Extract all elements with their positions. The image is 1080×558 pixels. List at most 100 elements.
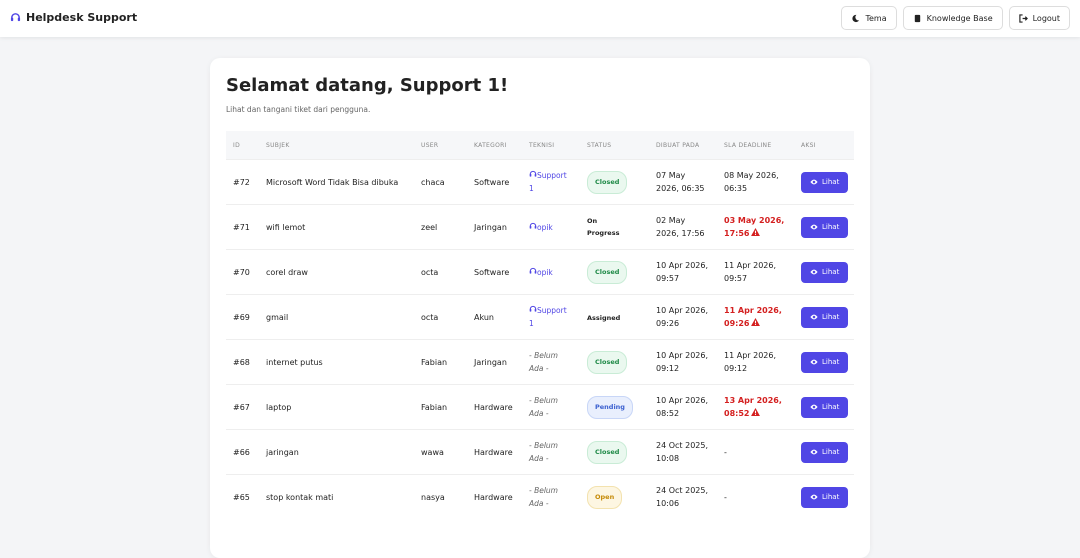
ticket-id: #66 [226, 429, 259, 475]
ticket-action: Lihat [794, 474, 854, 519]
ticket-created: 10 Apr 2026, 09:12 [649, 339, 717, 385]
technician-none: - Belum Ada - [529, 486, 558, 508]
ticket-status: Pending [580, 384, 649, 430]
ticket-deadline: - [717, 429, 794, 475]
icon [810, 268, 818, 276]
ticket-row: #68 internet putus Fabian Jaringan - Belum A… [226, 339, 854, 385]
ticket-deadline: - [717, 474, 794, 519]
ticket-technician: - Belum Ada - [522, 429, 580, 475]
ticket-subject: internet putus [259, 339, 414, 385]
card-subtitle: Lihat dan tangani tiket dari pengguna. [226, 105, 371, 114]
status-badge: On Progress [587, 217, 620, 237]
icon [529, 170, 537, 178]
status-badge: Assigned [587, 313, 621, 322]
ticket-id: #65 [226, 474, 259, 519]
view-button[interactable]: Lihat [801, 306, 849, 328]
ticket-technician: - Belum Ada - [522, 384, 580, 430]
view-button[interactable]: Lihat [801, 396, 849, 418]
ticket-row: #67 laptop Fabian Hardware - Belum Ada - Pend… [226, 384, 854, 430]
icon [810, 178, 818, 186]
ticket-user: wawa [414, 429, 467, 475]
nav: Tema Knowledge Base Logout [841, 6, 1070, 30]
column-header: SUBJEK [259, 131, 414, 160]
ticket-row: #70 corel draw octa Software opik Closed 10 Ap… [226, 249, 854, 295]
column-header: TEKNISI [522, 131, 580, 160]
technician-name: Support 1 [529, 306, 567, 328]
ticket-status: Open [580, 474, 649, 519]
nav-button[interactable]: Knowledge Base [902, 6, 1003, 30]
status-badge: Closed [587, 440, 628, 464]
view-button[interactable]: Lihat [801, 216, 849, 238]
ticket-technician: Support 1 [522, 294, 580, 340]
nav-button[interactable]: Logout [1008, 6, 1070, 30]
ticket-category: Jaringan [467, 339, 522, 385]
technician-name: opik [537, 267, 553, 277]
ticket-created: 07 May 2026, 06:35 [649, 159, 717, 205]
brand[interactable]: Helpdesk Support [10, 11, 137, 24]
deadline: 11 Apr 2026, 09:12 [724, 351, 777, 373]
ticket-status: Closed [580, 429, 649, 475]
card-title: Selamat datang, Support 1! [226, 75, 509, 96]
view-button[interactable]: Lihat [801, 441, 849, 463]
ticket-row: #69 gmail octa Akun Support 1 Assigned 10 Apr … [226, 294, 854, 340]
technician: Support 1 [529, 305, 567, 328]
technician-name: opik [537, 222, 553, 232]
nav-button[interactable]: Tema [841, 6, 897, 30]
ticket-subject: corel draw [259, 249, 414, 295]
ticket-user: Fabian [414, 339, 467, 385]
ticket-category: Hardware [467, 474, 522, 519]
icon [851, 14, 860, 23]
view-button[interactable]: Lihat [801, 486, 849, 508]
icon [810, 493, 818, 501]
ticket-deadline: 11 Apr 2026, 09:57 [717, 249, 794, 295]
column-header: KATEGORI [467, 131, 522, 160]
column-header: DIBUAT PADA [649, 131, 717, 160]
card: Selamat datang, Support 1! Lihat dan tan… [210, 58, 870, 558]
nav-button-label: Knowledge Base [926, 13, 993, 23]
ticket-created: 10 Apr 2026, 08:52 [649, 384, 717, 430]
icon [529, 305, 537, 313]
top-bar: Helpdesk Support Tema Knowledge Base Logou… [0, 0, 1080, 37]
ticket-technician: opik [522, 249, 580, 295]
status-badge: Closed [587, 170, 628, 194]
ticket-technician: Support 1 [522, 159, 580, 205]
status-badge: Pending [587, 395, 633, 419]
column-header: SLA DEADLINE [717, 131, 794, 160]
ticket-created: 24 Oct 2025, 10:08 [649, 429, 717, 475]
view-button-label: Lihat [822, 267, 840, 276]
icon [529, 222, 537, 230]
ticket-subject: wifi lemot [259, 204, 414, 250]
ticket-id: #69 [226, 294, 259, 340]
view-button-label: Lihat [822, 177, 840, 186]
ticket-deadline: 11 Apr 2026, 09:26 [717, 294, 794, 340]
ticket-status: Closed [580, 339, 649, 385]
ticket-subject: stop kontak mati [259, 474, 414, 519]
status-badge: Open [587, 485, 623, 509]
icon [751, 228, 761, 236]
ticket-table: ID SUBJEK USER KATEGORI TEKNISI STATUS DIBUAT … [226, 131, 854, 519]
column-header: STATUS [580, 131, 649, 160]
ticket-status: Assigned [580, 294, 649, 340]
ticket-action: Lihat [794, 294, 854, 340]
ticket-row: #66 jaringan wawa Hardware - Belum Ada - Clos… [226, 429, 854, 475]
view-button[interactable]: Lihat [801, 171, 849, 193]
view-button[interactable]: Lihat [801, 351, 849, 373]
column-header: AKSI [794, 131, 854, 160]
technician-name: Support 1 [529, 171, 567, 193]
ticket-deadline: 11 Apr 2026, 09:12 [717, 339, 794, 385]
icon [913, 14, 922, 23]
view-button[interactable]: Lihat [801, 261, 849, 283]
ticket-action: Lihat [794, 159, 854, 205]
deadline: 11 Apr 2026, 09:26 [724, 306, 782, 328]
ticket-status: Closed [580, 159, 649, 205]
headset-icon [10, 13, 21, 22]
icon [810, 313, 818, 321]
deadline: 08 May 2026, 06:35 [724, 171, 779, 193]
technician: opik [529, 222, 553, 232]
view-button-label: Lihat [822, 357, 840, 366]
ticket-status: Closed [580, 249, 649, 295]
ticket-id: #71 [226, 204, 259, 250]
ticket-category: Hardware [467, 384, 522, 430]
ticket-id: #68 [226, 339, 259, 385]
